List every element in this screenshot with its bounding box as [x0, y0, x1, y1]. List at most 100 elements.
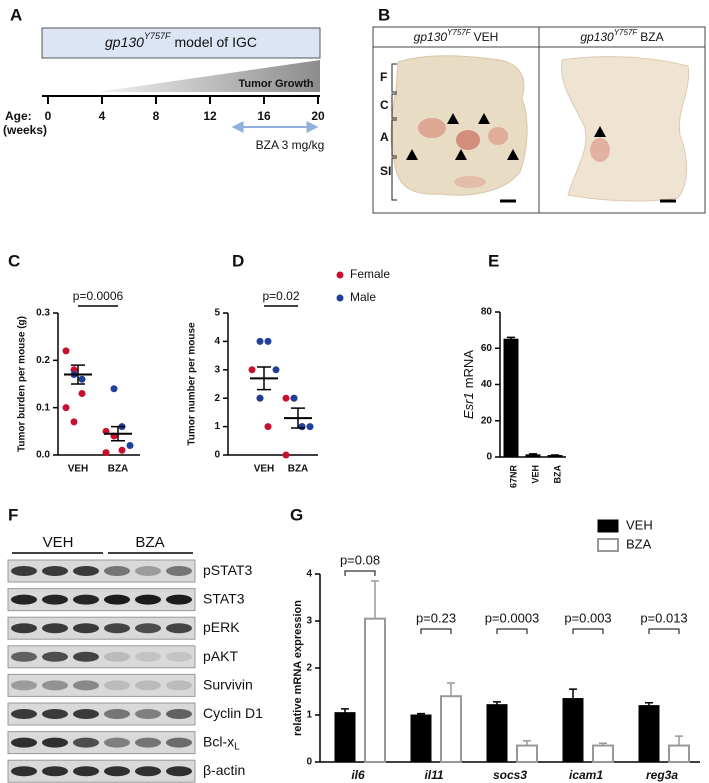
protein: pAKT	[203, 648, 238, 664]
blot-band	[73, 709, 99, 719]
data-point	[78, 389, 86, 397]
x-tick-label: BZA	[108, 464, 129, 475]
y-tick-label: 20	[481, 415, 493, 426]
blot-row-label: pSTAT3	[203, 562, 252, 578]
panel-label: G	[290, 505, 303, 524]
blot-band	[42, 680, 68, 691]
allele: Y757F	[447, 28, 472, 37]
error-bar	[111, 425, 125, 442]
time-tick-label: 4	[99, 109, 106, 123]
y-tick-label: 5	[214, 308, 220, 319]
blot-strip	[7, 673, 196, 697]
legend-swatch	[597, 519, 619, 533]
blot-band	[135, 623, 161, 634]
tumor-spot	[456, 130, 480, 150]
blot-strip	[7, 759, 196, 783]
blot-band	[73, 651, 99, 662]
bar	[334, 712, 356, 763]
panel-label: E	[488, 251, 499, 270]
y-tick-label: 4	[214, 336, 220, 347]
blot-row-label: pAKT	[203, 648, 238, 664]
blot-band	[135, 594, 161, 605]
growth-wedge	[97, 60, 320, 92]
panel-label: C	[8, 251, 20, 270]
blot-band	[11, 651, 37, 662]
data-point	[290, 394, 298, 402]
p-value: p=0.23	[416, 610, 456, 625]
blot-band	[135, 651, 161, 662]
error-bar	[291, 407, 305, 429]
error-bar	[675, 735, 683, 746]
growth-label: Tumor Growth	[239, 78, 314, 90]
age-label: Age:	[5, 109, 32, 123]
allele: Y757F	[614, 28, 639, 37]
x-tick-label: il11	[424, 768, 443, 782]
region-brackets	[391, 63, 397, 201]
panel-label: B	[378, 5, 390, 24]
blot-band	[166, 709, 192, 719]
error-bar	[257, 366, 271, 391]
data-point	[126, 442, 134, 450]
blot-band	[135, 766, 161, 777]
tumor-spot	[454, 176, 486, 188]
blot-row-label: Bcl-xL	[203, 733, 240, 752]
data-point	[62, 347, 70, 355]
blot-band	[166, 566, 192, 576]
y-tick-label: 0	[214, 450, 220, 461]
data-point	[78, 375, 86, 383]
data-point	[110, 385, 118, 393]
x-tick-label: socs3	[493, 768, 527, 782]
protein: Cyclin D1	[203, 705, 263, 721]
tumor-marker	[455, 149, 467, 160]
data-point	[306, 423, 314, 431]
blot-row-label: STAT3	[203, 590, 245, 606]
blot-strip	[7, 702, 196, 726]
label: relative mRNA expression	[292, 600, 304, 736]
data-point	[264, 423, 272, 431]
error-bar	[507, 336, 515, 340]
blot-strip	[7, 559, 196, 583]
stomach-photo-bza	[560, 56, 690, 202]
gene: Esr1	[461, 392, 476, 419]
tumor-marker	[594, 126, 606, 137]
legend-swatch	[336, 271, 344, 279]
p-value: p=0.003	[564, 610, 611, 625]
data-point	[298, 423, 306, 431]
bar	[668, 744, 690, 763]
error-bar	[371, 580, 379, 619]
y-tick-label: 1	[306, 710, 312, 721]
unit-label: (weeks)	[3, 123, 47, 137]
bar	[486, 704, 508, 763]
error-bar	[551, 454, 559, 456]
data-point	[272, 366, 280, 374]
allele: Y757F	[144, 31, 171, 41]
blot-band	[166, 766, 192, 777]
y-tick-label: 0.1	[36, 402, 50, 413]
blot-band	[11, 766, 37, 777]
tumor-marker	[447, 113, 459, 124]
data-point	[118, 446, 126, 454]
blot-band	[135, 680, 161, 691]
blot-band	[42, 651, 68, 662]
p-value: p=0.02	[262, 289, 299, 303]
error-bar	[599, 742, 607, 746]
blot-band	[73, 766, 99, 777]
photo-panel	[372, 26, 706, 214]
error-bar	[71, 364, 85, 385]
x-tick-label: reg3a	[646, 768, 678, 782]
legend-label: Female	[350, 267, 390, 281]
protein: Bcl-x	[203, 733, 234, 749]
data-point	[102, 449, 110, 457]
blot-band	[11, 680, 37, 691]
y-tick-label: 0.2	[36, 355, 50, 366]
treatment-label: BZA 3 mg/kg	[256, 138, 325, 152]
blot-band	[11, 737, 37, 748]
error-bar	[417, 712, 425, 715]
blot-strip	[7, 616, 196, 640]
gene: gp130	[414, 30, 448, 44]
error-bar	[523, 740, 531, 746]
blot-strip	[7, 645, 196, 669]
p-value: p=0.0006	[73, 289, 124, 303]
bar	[638, 705, 660, 763]
protein: Survivin	[203, 676, 253, 692]
